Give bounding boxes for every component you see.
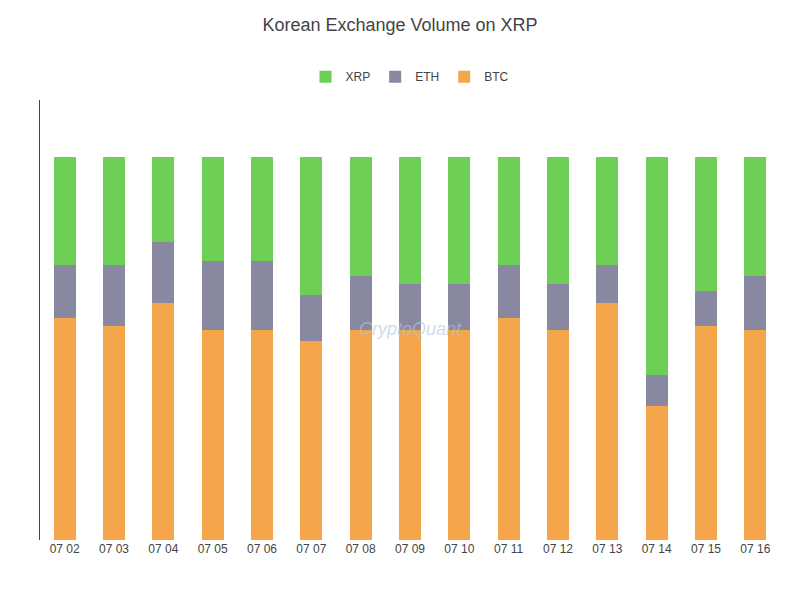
svg-text:07 15: 07 15 — [691, 542, 721, 556]
svg-text:07 05: 07 05 — [198, 542, 228, 556]
svg-text:07 03: 07 03 — [99, 542, 129, 556]
svg-text:BTC: BTC — [484, 70, 508, 84]
svg-text:07 11: 07 11 — [494, 542, 523, 556]
svg-text:07 04: 07 04 — [148, 542, 178, 556]
svg-text:07 08: 07 08 — [346, 542, 376, 556]
svg-text:Korean Exchange Volume on XRP: Korean Exchange Volume on XRP — [262, 15, 537, 35]
svg-text:XRP: XRP — [346, 70, 371, 84]
svg-text:07 09: 07 09 — [395, 542, 425, 556]
svg-text:07 10: 07 10 — [444, 542, 474, 556]
svg-text:07 12: 07 12 — [543, 542, 573, 556]
svg-text:07 14: 07 14 — [642, 542, 672, 556]
svg-text:07 16: 07 16 — [740, 542, 770, 556]
svg-text:CryptoQuant: CryptoQuant — [359, 319, 462, 339]
svg-text:07 07: 07 07 — [296, 542, 326, 556]
svg-text:07 13: 07 13 — [592, 542, 622, 556]
svg-text:ETH: ETH — [415, 70, 439, 84]
svg-text:07 06: 07 06 — [247, 542, 277, 556]
svg-text:07 02: 07 02 — [50, 542, 80, 556]
